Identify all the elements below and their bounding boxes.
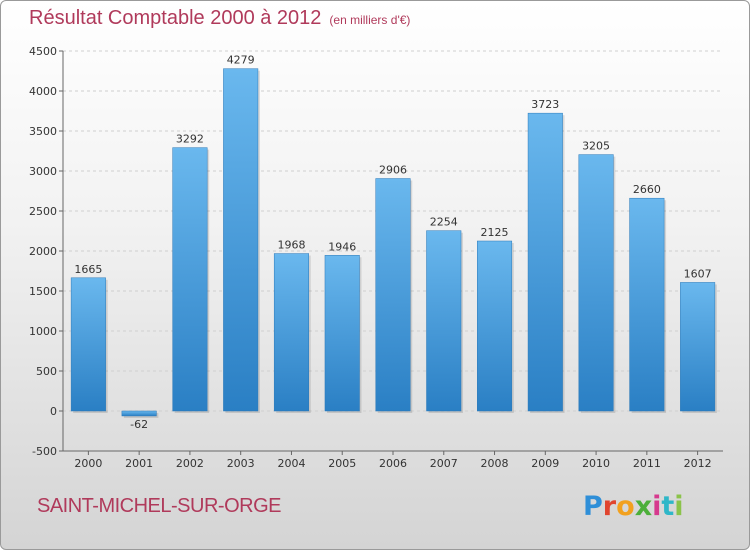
bar-2012 bbox=[680, 282, 716, 412]
y-tick-label: 500 bbox=[36, 365, 57, 378]
bar-2001 bbox=[121, 410, 157, 417]
x-tick-label: 2008 bbox=[481, 457, 509, 470]
bar-2003 bbox=[223, 68, 259, 412]
y-tick-label: -500 bbox=[32, 445, 57, 458]
data-label: 2660 bbox=[633, 183, 661, 196]
x-tick-label: 2002 bbox=[176, 457, 204, 470]
bars bbox=[70, 68, 717, 418]
data-label: 1665 bbox=[74, 263, 102, 276]
y-tick-label: 2500 bbox=[29, 205, 57, 218]
bar-2008 bbox=[477, 240, 513, 412]
data-label: 1946 bbox=[328, 240, 356, 253]
y-tick-label: 2000 bbox=[29, 245, 57, 258]
y-tick-label: 3500 bbox=[29, 125, 57, 138]
data-label: 2125 bbox=[481, 226, 509, 239]
chart-title-text: Résultat Comptable 2000 à 2012 bbox=[29, 7, 322, 29]
x-tick-label: 2004 bbox=[277, 457, 305, 470]
y-tick-label: 3000 bbox=[29, 165, 57, 178]
proxiti-logo[interactable]: Proxiti bbox=[583, 491, 684, 522]
data-label: 2254 bbox=[430, 216, 458, 229]
x-tick-label: 2007 bbox=[430, 457, 458, 470]
data-label: 3723 bbox=[531, 98, 559, 111]
bar-2007 bbox=[426, 230, 462, 412]
data-label: 1607 bbox=[684, 267, 712, 280]
bar-2011 bbox=[629, 197, 665, 412]
x-tick-label: 2005 bbox=[328, 457, 356, 470]
bar-2000 bbox=[70, 277, 106, 412]
y-tick-label: 4000 bbox=[29, 85, 57, 98]
x-tick-label: 2012 bbox=[684, 457, 712, 470]
data-label: -62 bbox=[130, 418, 148, 431]
data-label: 2906 bbox=[379, 164, 407, 177]
x-tick-label: 2011 bbox=[633, 457, 661, 470]
x-tick-label: 2009 bbox=[531, 457, 559, 470]
bar-2010 bbox=[578, 154, 614, 412]
bar-2006 bbox=[375, 178, 411, 412]
x-tick-label: 2010 bbox=[582, 457, 610, 470]
y-tick-label: 4500 bbox=[29, 45, 57, 58]
x-tick-label: 2006 bbox=[379, 457, 407, 470]
bar-2004 bbox=[273, 253, 309, 412]
labels: -500 0 500 1000 1500 2000 2500 3000 3500 4000 4500… bbox=[29, 45, 712, 470]
data-label: 4279 bbox=[227, 54, 255, 67]
x-tick-label: 2001 bbox=[125, 457, 153, 470]
y-tick-label: 0 bbox=[50, 405, 57, 418]
bar-2005 bbox=[324, 255, 360, 412]
data-label: 3205 bbox=[582, 140, 610, 153]
data-label: 3292 bbox=[176, 133, 204, 146]
bar-2002 bbox=[172, 147, 208, 412]
y-tick-label: 1500 bbox=[29, 285, 57, 298]
x-tick-label: 2000 bbox=[74, 457, 102, 470]
x-tick-label: 2003 bbox=[227, 457, 255, 470]
chart-title: Résultat Comptable 2000 à 2012 (en millie… bbox=[29, 7, 410, 30]
chart-subtitle: (en milliers d'€) bbox=[329, 13, 411, 27]
city-name: SAINT-MICHEL-SUR-ORGE bbox=[37, 495, 281, 517]
axes bbox=[59, 50, 723, 455]
y-tick-label: 1000 bbox=[29, 325, 57, 338]
data-label: 1968 bbox=[277, 239, 305, 252]
bar-2009 bbox=[527, 112, 563, 412]
